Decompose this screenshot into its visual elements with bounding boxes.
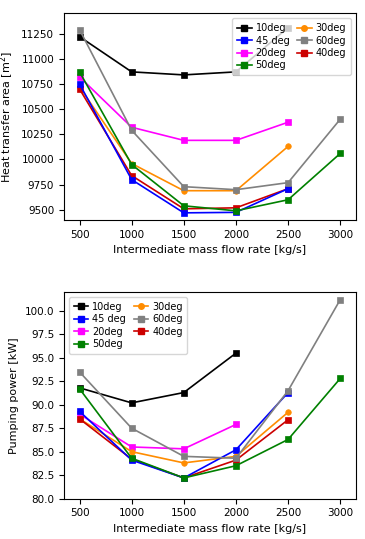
- X-axis label: Intermediate mass flow rate [kg/s]: Intermediate mass flow rate [kg/s]: [113, 245, 307, 255]
- Y-axis label: Pumping power [kW]: Pumping power [kW]: [9, 337, 19, 454]
- Legend: 10deg, 45 deg, 20deg, 50deg, 30deg, 60deg, 40deg: 10deg, 45 deg, 20deg, 50deg, 30deg, 60de…: [69, 297, 188, 354]
- X-axis label: Intermediate mass flow rate [kg/s]: Intermediate mass flow rate [kg/s]: [113, 524, 307, 534]
- Legend: 10deg, 45 deg, 20deg, 50deg, 30deg, 60deg, 40deg: 10deg, 45 deg, 20deg, 50deg, 30deg, 60de…: [232, 18, 351, 75]
- Y-axis label: Heat transfer area [m$^2$]: Heat transfer area [m$^2$]: [0, 51, 16, 183]
